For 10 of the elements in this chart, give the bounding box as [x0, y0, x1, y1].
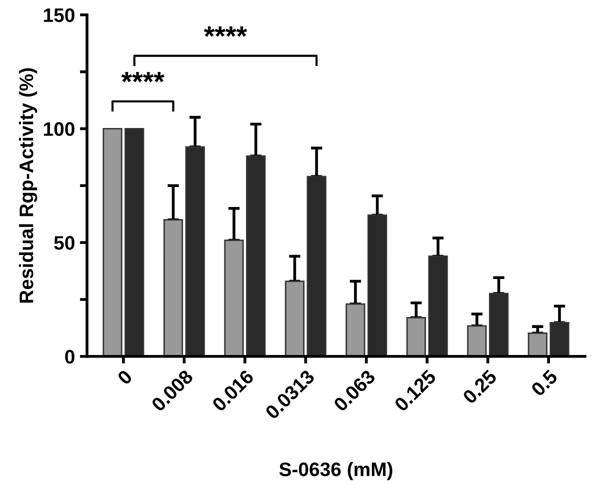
x-tick-label: 0 — [116, 369, 133, 386]
annotation: **** — [204, 26, 248, 37]
y-tick-label: 0 — [65, 350, 74, 364]
y-tick-label: 150 — [44, 8, 74, 22]
y-tick-label: 50 — [54, 236, 74, 250]
y-tick-label: 100 — [44, 122, 74, 136]
y-axis-title: Residual Rgp-Activity (%) — [18, 68, 38, 303]
annotation: **** — [121, 72, 164, 82]
x-axis-title: S-0636 (mM) — [279, 462, 392, 480]
x-tick-label: 0.5 — [530, 368, 558, 397]
